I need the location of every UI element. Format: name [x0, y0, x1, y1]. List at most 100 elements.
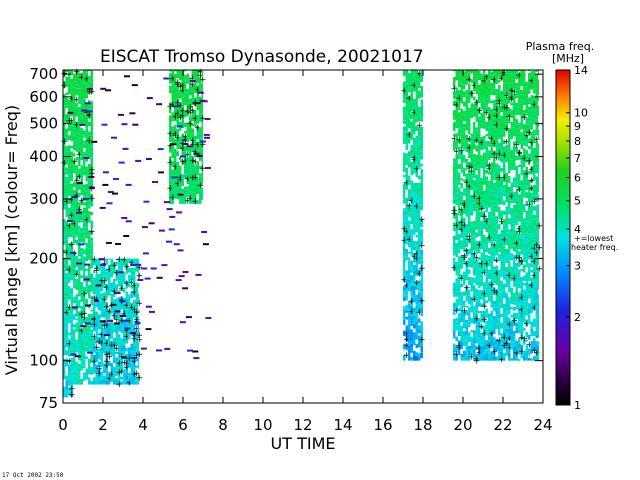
data-cell [403, 310, 406, 317]
data-cell [63, 293, 66, 297]
data-cell [184, 99, 187, 103]
data-cell [523, 310, 526, 317]
data-cell [171, 197, 174, 201]
data-cell [508, 248, 511, 252]
data-cell [488, 261, 491, 267]
data-cell [174, 162, 177, 168]
data-cell [490, 225, 493, 230]
data-cell [73, 229, 76, 232]
data-cell [453, 215, 456, 219]
data-cell [88, 364, 91, 370]
data-cell [191, 85, 194, 92]
data-cell [495, 174, 498, 177]
data-cell [515, 240, 518, 246]
data-cell [468, 138, 471, 142]
data-cell [408, 73, 411, 78]
heater-freq-marker: + [418, 297, 426, 307]
heater-freq-marker: + [172, 163, 180, 173]
data-cell [68, 288, 71, 295]
data-cell [455, 177, 458, 181]
data-cell [90, 309, 93, 312]
data-cell [90, 314, 93, 319]
data-cell [410, 329, 413, 332]
data-cell [63, 180, 66, 185]
data-cell [518, 129, 521, 133]
data-cell [403, 238, 406, 243]
data-cell [93, 350, 96, 353]
data-cell [465, 122, 468, 125]
heater-freq-marker: + [463, 178, 471, 188]
data-cell [475, 353, 478, 356]
data-cell [470, 348, 473, 352]
data-cell [513, 233, 516, 239]
data-cell [98, 332, 101, 335]
heater-freq-marker: + [451, 209, 459, 219]
heater-freq-marker: + [136, 350, 144, 360]
data-cell [83, 272, 86, 275]
data-cell [65, 193, 68, 197]
data-cell [405, 334, 408, 340]
heater-freq-marker: + [493, 105, 501, 115]
data-cell [176, 107, 179, 111]
data-cell [201, 172, 203, 177]
data-cell [523, 304, 526, 308]
data-cell [463, 124, 466, 128]
data-cell [503, 193, 506, 197]
data-cell [93, 359, 96, 364]
data-cell [475, 225, 478, 230]
data-cell [171, 155, 174, 159]
data-cell [403, 183, 406, 188]
data-cell [493, 162, 496, 168]
data-cell [478, 70, 481, 76]
heater-freq-marker: + [88, 185, 96, 195]
data-cell [403, 221, 406, 227]
data-cell [199, 187, 202, 190]
data-cell [196, 78, 199, 84]
data-cell [528, 101, 531, 105]
data-cell [505, 176, 508, 183]
data-cell [478, 240, 481, 244]
data-cell [115, 274, 118, 278]
data-cell [495, 103, 498, 105]
data-cell [80, 378, 83, 385]
data-cell [120, 351, 123, 356]
data-cell [473, 208, 476, 212]
data-cell [493, 259, 496, 261]
data-cell [420, 101, 423, 106]
data-cell [403, 119, 406, 121]
data-cell [73, 142, 76, 145]
data-cell [518, 132, 521, 137]
data-cell [533, 176, 536, 180]
data-cell [169, 164, 172, 171]
data-cell [535, 312, 538, 315]
data-cell [495, 151, 498, 154]
data-cell [413, 224, 416, 230]
data-cell [515, 189, 518, 192]
data-cell [199, 198, 202, 204]
data-cell [530, 288, 533, 291]
data-cell [80, 266, 83, 271]
data-cell [73, 128, 76, 134]
data-cell [68, 276, 71, 280]
data-cell [405, 208, 408, 211]
data-cell [420, 134, 423, 140]
data-cell [493, 209, 496, 212]
data-cell [108, 348, 111, 350]
data-cell [184, 139, 187, 142]
data-cell [65, 203, 68, 206]
data-cell [115, 289, 118, 293]
heater-freq-marker: + [88, 194, 96, 204]
data-cell [515, 191, 518, 197]
data-cell [510, 221, 513, 224]
data-cell [500, 151, 503, 158]
data-cell [515, 262, 518, 266]
data-cell [485, 141, 488, 147]
data-cell [483, 262, 486, 266]
heater-freq-marker: + [408, 196, 416, 206]
data-cell [465, 89, 468, 92]
data-cell [533, 194, 536, 197]
data-cell [125, 323, 128, 330]
heater-freq-marker: + [501, 341, 509, 351]
data-cell [488, 220, 491, 224]
data-cell [65, 76, 68, 81]
